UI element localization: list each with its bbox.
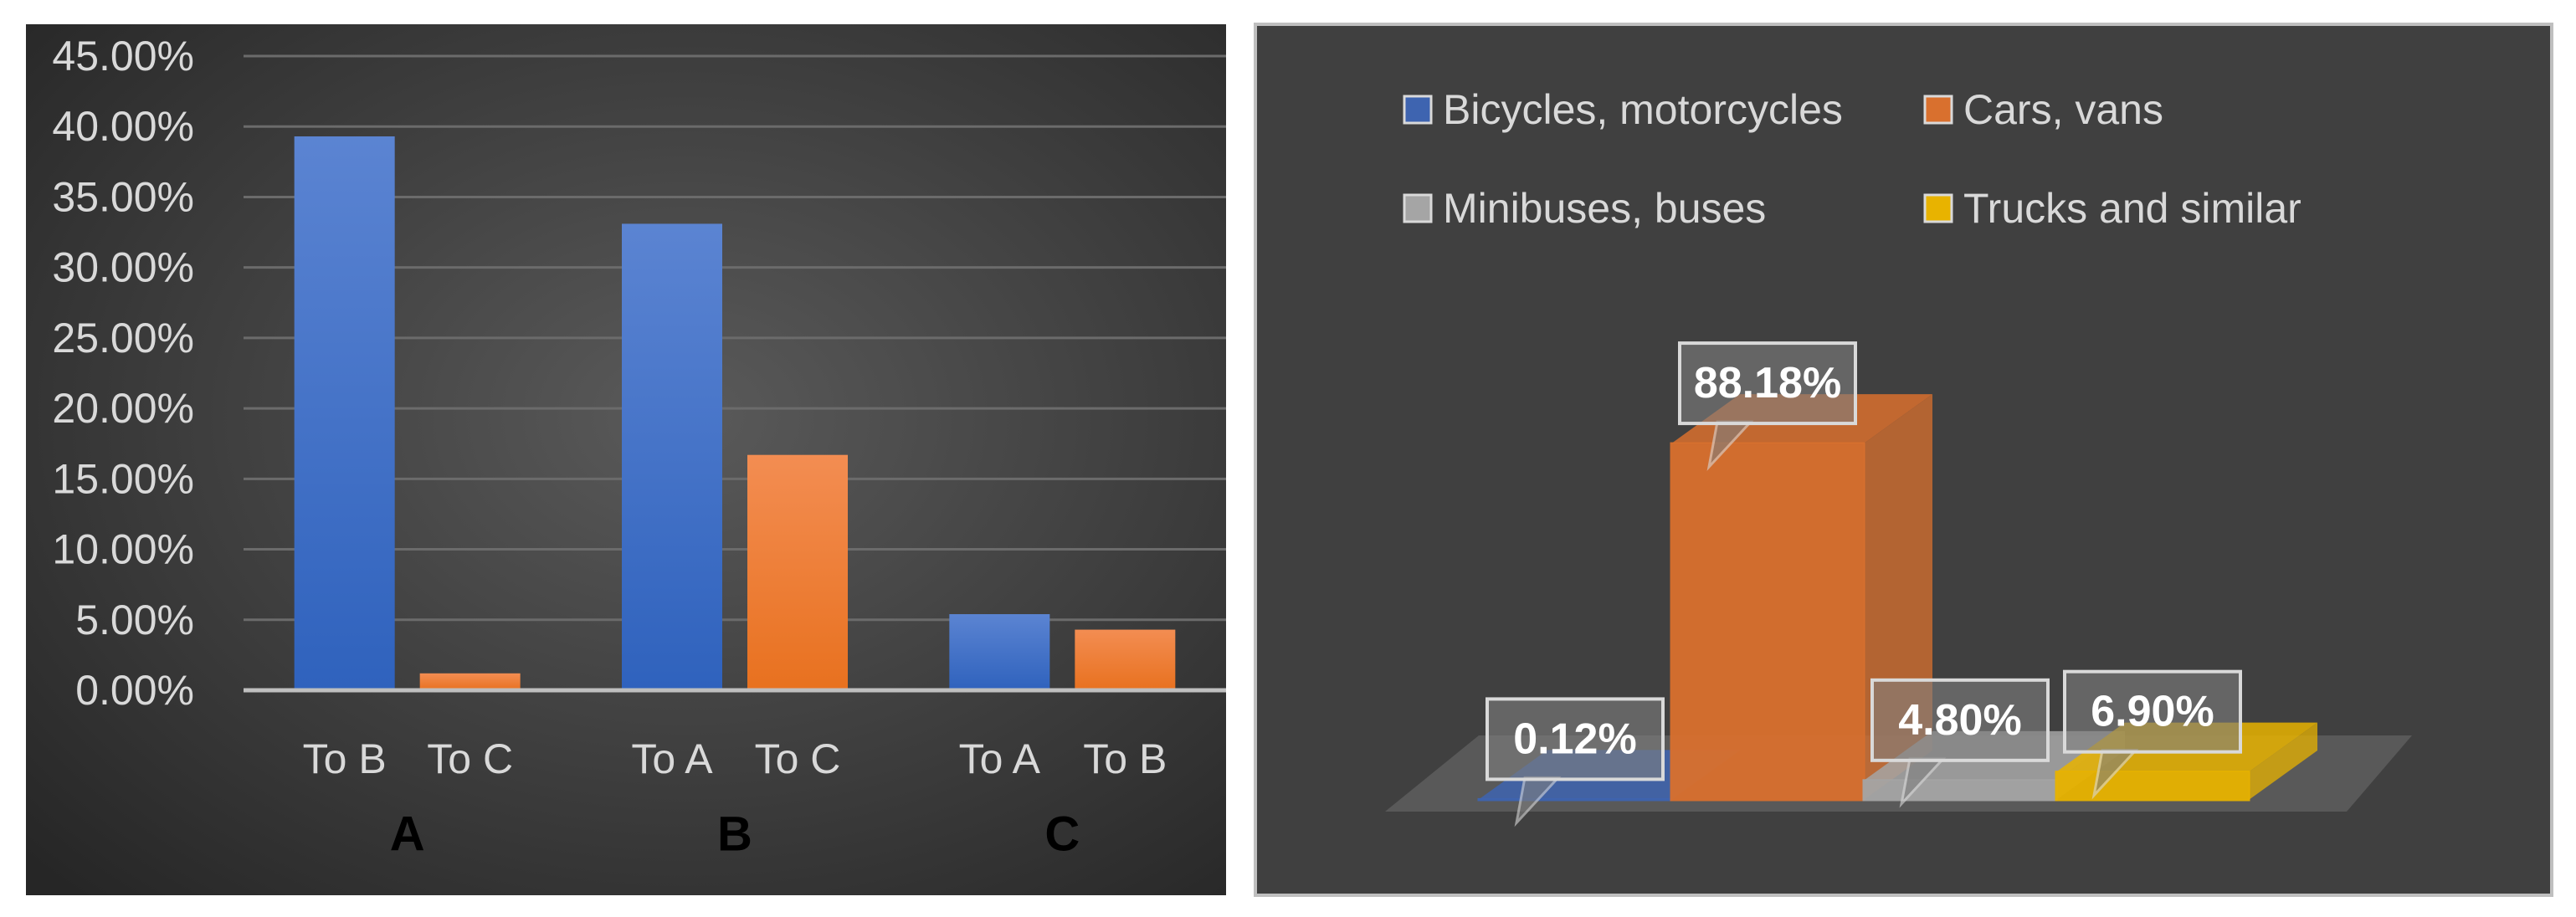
bar [419, 673, 521, 690]
y-tick-label: 40.00% [52, 103, 194, 150]
x-tick-label: To B [1083, 735, 1167, 782]
data-label: 6.90% [2091, 688, 2214, 736]
callout-box [1678, 341, 1857, 426]
bar [1477, 797, 1673, 802]
y-tick-label: 15.00% [52, 455, 194, 502]
bar [2055, 771, 2250, 802]
data-label: 0.12% [1513, 715, 1636, 763]
data-label: 4.80% [1898, 696, 2021, 745]
legend-swatch [1403, 193, 1433, 223]
group-label: A [390, 807, 425, 862]
y-tick-label: 0.00% [75, 667, 194, 714]
x-tick-label: To A [959, 735, 1041, 782]
legend-swatch [1923, 95, 1953, 125]
legend-label: Minibuses, buses [1443, 185, 1766, 232]
bar [294, 136, 395, 691]
y-tick-label: 45.00% [52, 33, 194, 79]
y-tick-label: 25.00% [52, 315, 194, 361]
bar-side [2249, 722, 2317, 800]
y-tick-label: 5.00% [75, 597, 194, 643]
callout-box [1486, 697, 1665, 781]
bar [747, 454, 848, 690]
y-tick-label: 20.00% [52, 385, 194, 432]
bar [1075, 629, 1176, 690]
legend-label: Cars, vans [1963, 86, 2163, 133]
data-label: 88.18% [1694, 359, 1841, 407]
bar [622, 223, 722, 691]
group-label: C [1044, 807, 1080, 862]
x-tick-label: To B [303, 735, 387, 782]
x-tick-label: To A [631, 735, 713, 782]
y-tick-label: 10.00% [52, 526, 194, 573]
legend-label: Bicycles, motorcycles [1443, 86, 1843, 133]
group-label: B [717, 807, 752, 862]
x-tick-label: To C [755, 735, 841, 782]
callout-box [1870, 678, 2050, 762]
callout-box [2063, 669, 2242, 754]
y-tick-label: 35.00% [52, 173, 194, 220]
bar [949, 614, 1050, 690]
y-tick-label: 30.00% [52, 244, 194, 291]
bar [1862, 779, 2058, 802]
legend-label: Trucks and similar [1963, 185, 2301, 232]
legend-swatch [1923, 193, 1953, 223]
bar [1670, 442, 1865, 802]
x-tick-label: To C [427, 735, 513, 782]
legend-swatch [1403, 95, 1433, 125]
